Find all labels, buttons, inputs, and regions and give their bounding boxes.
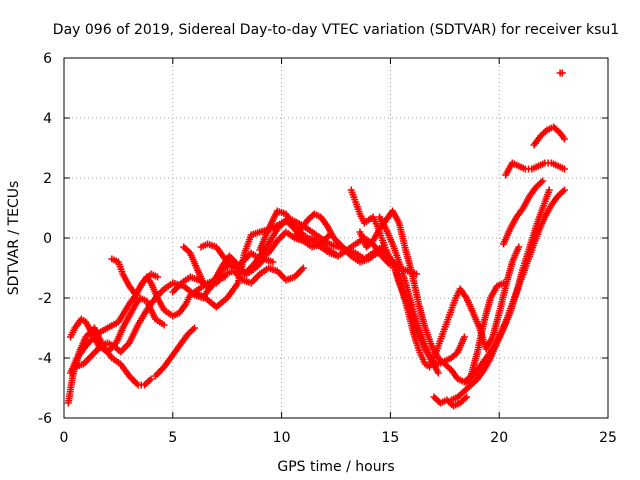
data-point	[191, 324, 199, 332]
y-tick-label: -2	[38, 291, 52, 307]
series-1	[64, 324, 155, 407]
y-axis-label: SDTVAR / TECUs	[6, 181, 22, 296]
data-point	[560, 135, 568, 143]
data-point	[160, 321, 168, 329]
series-16	[382, 243, 523, 371]
data-point	[545, 186, 553, 194]
y-tick-label: -6	[38, 411, 52, 427]
data-point	[269, 258, 277, 266]
x-tick-label: 20	[490, 430, 508, 446]
data-point	[299, 264, 307, 272]
y-tick-label: 2	[43, 171, 52, 187]
data-point	[539, 177, 547, 185]
data-point	[147, 375, 155, 383]
series-17	[430, 393, 471, 410]
series-2	[67, 273, 229, 377]
data-point	[515, 243, 523, 251]
data-point	[560, 186, 568, 194]
chart-title: Day 096 of 2019, Sidereal Day-to-day VTE…	[53, 22, 619, 38]
data-point	[463, 393, 471, 401]
y-tick-label: -4	[38, 351, 52, 367]
series-11	[256, 207, 421, 278]
x-tick-label: 10	[273, 430, 291, 446]
series-22	[530, 123, 568, 149]
series-6	[151, 324, 199, 380]
y-tick-label: 6	[43, 51, 52, 67]
x-axis-label: GPS time / hours	[277, 459, 394, 475]
series-5	[108, 255, 162, 299]
series-20	[500, 177, 547, 248]
x-tick-label: 5	[168, 430, 177, 446]
data-point	[560, 165, 568, 173]
y-tick-label: 4	[43, 111, 52, 127]
series-14	[356, 207, 508, 386]
series-21	[502, 159, 568, 179]
series-19	[463, 186, 568, 386]
series-13	[347, 186, 468, 368]
series-12	[291, 210, 390, 266]
x-tick-label: 15	[381, 430, 399, 446]
series-23	[556, 69, 566, 77]
data-point	[434, 369, 442, 377]
data-points	[64, 69, 568, 410]
axis-ticks: 0 5 10 15 20 25 -6 -4 -2 0 2 4 6	[38, 51, 617, 446]
data-point	[460, 333, 468, 341]
x-tick-label: 0	[60, 430, 69, 446]
data-point	[154, 273, 162, 281]
y-tick-label: 0	[43, 231, 52, 247]
data-point	[558, 69, 566, 77]
x-tick-label: 25	[599, 430, 617, 446]
